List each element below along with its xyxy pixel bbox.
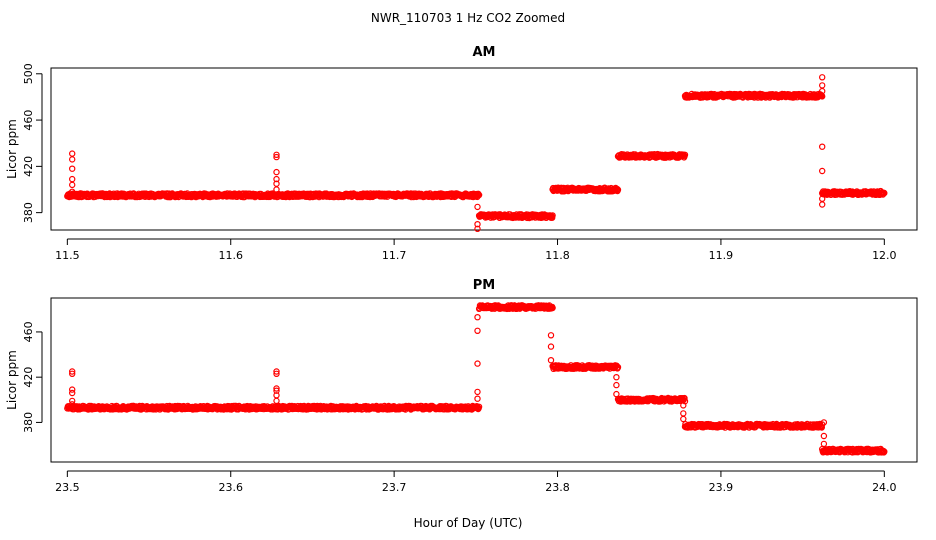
- am-panel-title: AM: [473, 45, 496, 60]
- am-spike-point: [273, 151, 280, 158]
- am-x-tick-label: 11.5: [55, 249, 80, 262]
- am-x-tick-label: 11.6: [218, 249, 243, 262]
- am-y-tick-label: 380: [22, 202, 35, 223]
- pm-y-tick-label: 420: [22, 367, 35, 388]
- pm-spike-point: [474, 360, 481, 367]
- am-spike-point: [68, 165, 76, 172]
- am-spike-point: [273, 186, 280, 193]
- pm-spike-point: [273, 368, 280, 375]
- am-spike-point: [819, 167, 826, 175]
- pm-x-tick-label: 23.6: [218, 481, 243, 494]
- am-spike-point: [273, 168, 280, 176]
- am-spike-point: [273, 175, 280, 183]
- pm-y-axis-label: Licor ppm: [5, 350, 19, 410]
- am-data-point: [614, 186, 622, 193]
- am-y-tick-label: 420: [22, 156, 35, 177]
- am-spike-point: [273, 153, 280, 161]
- pm-spike-point: [474, 395, 481, 402]
- pm-plot-frame: [50, 297, 918, 463]
- pm-spike-point: [547, 357, 555, 364]
- pm-data-point: [475, 403, 483, 410]
- pm-y-axis: 380 420 460: [22, 321, 43, 433]
- pm-spike-point: [273, 397, 280, 405]
- pm-x-tick-label: 24.0: [872, 481, 897, 494]
- am-x-tick-label: 11.7: [382, 249, 407, 262]
- pm-spike-point: [613, 374, 620, 381]
- pm-spike-point: [68, 370, 76, 377]
- pm-data-point: [681, 394, 688, 402]
- pm-x-tick-label: 23.8: [545, 481, 570, 494]
- pm-spike-point: [547, 343, 555, 350]
- pm-spike-point: [820, 440, 828, 448]
- pm-spike-point: [613, 390, 620, 398]
- am-spike-point: [68, 156, 76, 163]
- pm-spike-point: [68, 397, 76, 405]
- pm-y-tick-label: 460: [22, 321, 35, 342]
- pm-spike-point: [820, 419, 828, 426]
- am-spike-point: [474, 203, 481, 211]
- am-data-points: [64, 74, 888, 232]
- pm-spike-point: [680, 410, 687, 417]
- am-data-point: [475, 191, 483, 199]
- pm-spike-point: [474, 388, 481, 396]
- am-x-tick-label: 11.8: [545, 249, 570, 262]
- pm-x-tick-label: 23.5: [55, 481, 80, 494]
- pm-spike-point: [613, 381, 620, 389]
- am-y-tick-label: 500: [22, 63, 35, 84]
- am-spike-point: [819, 82, 826, 89]
- pm-data-points: [64, 302, 888, 456]
- pm-panel-title: PM: [473, 278, 495, 293]
- am-x-axis: 11.5 11.6 11.7 11.8 11.9 12.0: [55, 238, 897, 262]
- am-spike-point: [68, 175, 76, 183]
- am-spike-point: [819, 74, 826, 81]
- pm-spike-point: [273, 385, 280, 392]
- pm-spike-point: [680, 402, 687, 409]
- pm-spike-point: [680, 415, 687, 423]
- am-y-tick-label: 460: [22, 110, 35, 131]
- am-x-tick-label: 12.0: [872, 249, 897, 262]
- am-data-point: [881, 189, 888, 197]
- am-x-tick-label: 11.9: [709, 249, 734, 262]
- pm-x-tick-label: 23.7: [382, 481, 407, 494]
- pm-x-tick-label: 23.9: [709, 481, 734, 494]
- pm-spike-point: [273, 392, 280, 399]
- am-spike-point: [68, 181, 76, 189]
- pm-spike-point: [273, 370, 280, 377]
- pm-spike-point: [273, 387, 280, 394]
- am-spike-point: [819, 143, 826, 150]
- pm-x-axis: 23.5 23.6 23.7 23.8 23.9 24.0: [55, 470, 897, 494]
- am-data-point: [549, 212, 556, 219]
- am-plot-frame: [50, 67, 918, 231]
- pm-y-tick-label: 380: [22, 412, 35, 433]
- pm-spike-point: [547, 332, 555, 339]
- x-axis-label: Hour of Day (UTC): [414, 516, 523, 530]
- am-panel: AM Licor ppm 11.5 11.6 11.7 11.8 11.9 12.0 38…: [5, 45, 918, 262]
- pm-data-point: [549, 304, 556, 312]
- pm-spike-point: [820, 432, 828, 440]
- am-spike-point: [68, 188, 76, 195]
- pm-spike-point: [474, 327, 481, 334]
- pm-data-point: [881, 448, 888, 455]
- pm-spike-point: [68, 368, 76, 375]
- am-spike-point: [474, 225, 481, 232]
- pm-spike-point: [68, 389, 76, 397]
- pm-spike-point: [68, 401, 76, 408]
- am-spike-point: [68, 150, 76, 157]
- am-data-point: [681, 151, 689, 158]
- am-spike-point: [273, 180, 280, 187]
- am-spike-point: [819, 201, 826, 208]
- pm-data-point: [614, 364, 622, 371]
- am-y-axis-label: Licor ppm: [5, 119, 19, 179]
- pm-panel: PM Licor ppm 23.5 23.6 23.7 23.8 23.9 24.0 38…: [5, 278, 918, 494]
- pm-spike-point: [474, 314, 481, 321]
- figure-title: NWR_110703 1 Hz CO2 Zoomed: [371, 11, 565, 25]
- am-y-axis: 380 420 460 500: [22, 63, 43, 223]
- pm-data-point: [818, 424, 826, 431]
- pm-spike-point: [68, 386, 76, 393]
